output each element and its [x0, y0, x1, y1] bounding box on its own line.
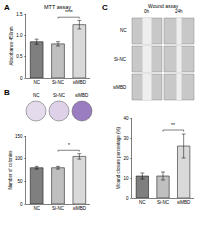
svg-text:siMBD: siMBD — [73, 206, 87, 211]
svg-text:0: 0 — [126, 196, 129, 201]
svg-text:Wound assay: Wound assay — [148, 3, 179, 9]
svg-text:A: A — [4, 3, 10, 12]
svg-text:1.5: 1.5 — [16, 12, 23, 17]
svg-text:siMBD: siMBD — [113, 85, 127, 90]
svg-text:24h: 24h — [175, 9, 183, 14]
svg-text:40: 40 — [124, 116, 130, 121]
svg-text:0.5: 0.5 — [16, 54, 23, 59]
svg-text:NC: NC — [120, 28, 127, 33]
svg-text:siMBD: siMBD — [73, 80, 87, 85]
svg-text:B: B — [4, 88, 10, 97]
svg-text:1.0: 1.0 — [16, 33, 23, 38]
svg-text:Si-NC: Si-NC — [53, 93, 66, 98]
svg-text:Number of colonies: Number of colonies — [8, 150, 13, 190]
svg-text:Absorbance 450nm: Absorbance 450nm — [9, 26, 14, 65]
svg-text:siMBD: siMBD — [75, 93, 89, 98]
svg-text:0: 0 — [20, 202, 23, 207]
svg-text:Si-NC: Si-NC — [157, 200, 170, 205]
svg-text:100: 100 — [15, 156, 23, 161]
svg-text:Si-NC: Si-NC — [114, 57, 127, 62]
svg-text:Si-NC: Si-NC — [52, 206, 65, 211]
svg-text:150: 150 — [15, 134, 23, 139]
svg-text:0h: 0h — [144, 9, 150, 14]
svg-text:20: 20 — [124, 156, 130, 161]
svg-text:NC: NC — [33, 80, 40, 85]
svg-text:MTT assay: MTT assay — [44, 4, 71, 10]
svg-text:**: ** — [171, 122, 175, 128]
svg-text:30: 30 — [124, 136, 130, 141]
svg-text:NC: NC — [33, 93, 40, 98]
svg-text:10: 10 — [124, 176, 130, 181]
svg-text:Si-NC: Si-NC — [52, 80, 65, 85]
svg-text:****: **** — [65, 9, 73, 15]
svg-text:*: * — [68, 142, 70, 148]
svg-text:0: 0 — [20, 76, 23, 81]
svg-text:C: C — [102, 3, 108, 12]
svg-text:Wound closure percentage (%): Wound closure percentage (%) — [116, 127, 121, 189]
svg-text:NC: NC — [139, 200, 146, 205]
svg-text:siMBD: siMBD — [177, 200, 191, 205]
svg-text:50: 50 — [18, 179, 24, 184]
svg-text:NC: NC — [33, 206, 40, 211]
